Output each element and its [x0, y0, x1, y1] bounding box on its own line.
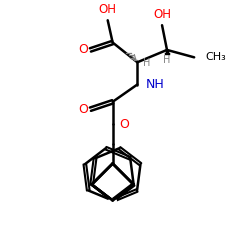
Text: OH: OH: [153, 8, 171, 21]
Text: O: O: [120, 118, 130, 130]
Text: CH₃: CH₃: [205, 52, 226, 62]
Text: O: O: [78, 44, 88, 57]
Text: O: O: [78, 103, 88, 116]
Text: H: H: [163, 55, 170, 65]
Text: NH: NH: [145, 78, 164, 91]
Text: OH: OH: [99, 3, 117, 16]
Text: H: H: [143, 58, 150, 68]
